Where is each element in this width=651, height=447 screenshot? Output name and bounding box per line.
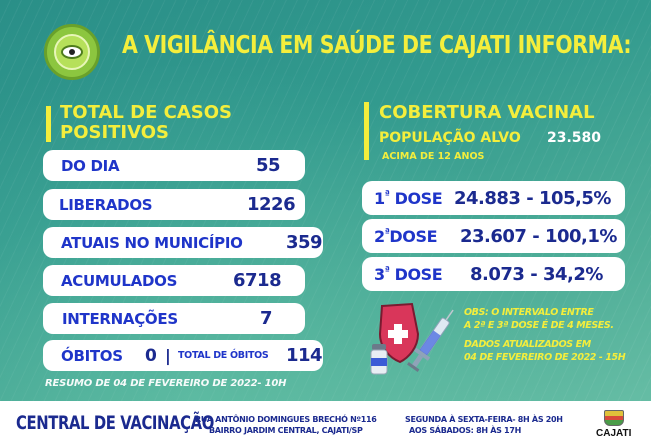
obitos-label: ÓBITOS xyxy=(61,346,123,365)
dose-row-1: 1ª DOSE 24.883 - 105,5% xyxy=(362,181,625,215)
population-value: 23.580 xyxy=(547,130,602,146)
footer-address: RUA ANTÔNIO DOMINGUES BRECHÓ Nº116 BAIRR… xyxy=(195,415,377,435)
page-title: A VIGILÂNCIA EM SAÚDE DE CAJATI INFORMA: xyxy=(122,30,632,59)
dose-row-2: 2ªDOSE 23.607 - 100,1% xyxy=(362,219,625,253)
obs-line1: OBS: O INTERVALO ENTRE xyxy=(464,307,594,318)
cases-row-value: 1226 xyxy=(247,194,296,215)
cases-row-internacoes: INTERNAÇÕES 7 xyxy=(43,303,305,334)
cases-row-label: ACUMULADOS xyxy=(61,271,178,290)
cases-row-value: 7 xyxy=(260,308,273,329)
resumo-text: RESUMO DE 04 DE FEVEREIRO DE 2022- 10H xyxy=(45,378,287,389)
vaccination-title: COBERTURA VACINAL xyxy=(379,102,595,123)
cases-row-value: 6718 xyxy=(233,270,282,291)
cases-row-label: ATUAIS NO MUNICÍPIO xyxy=(61,233,243,252)
cases-title-line1: TOTAL DE CASOS xyxy=(60,102,233,123)
obs-line2: A 2ª E 3ª DOSE É DE 4 MESES. xyxy=(464,320,614,331)
cases-row-label: LIBERADOS xyxy=(59,195,153,214)
cases-row-label: INTERNAÇÕES xyxy=(62,309,178,328)
vaccine-shield-syringe-icon xyxy=(370,302,454,375)
cases-row-liberados: LIBERADOS 1226 xyxy=(43,189,305,220)
vaccination-title-bar xyxy=(364,102,369,160)
cases-row-acumulados: ACUMULADOS 6718 xyxy=(43,265,305,296)
obitos-value: 0 xyxy=(145,345,157,366)
cases-row-value: 55 xyxy=(256,155,281,176)
dose-value: 23.607 - 100,1% xyxy=(460,225,617,247)
cajati-name: CAJATI xyxy=(596,428,632,439)
population-label: POPULAÇÃO ALVO xyxy=(379,130,521,146)
vigilancia-logo-icon xyxy=(44,24,100,80)
total-obitos-label: TOTAL DE ÓBITOS xyxy=(178,350,269,361)
dose-row-3: 3ª DOSE 8.073 - 34,2% xyxy=(362,257,625,291)
population-note: ACIMA DE 12 ANOS xyxy=(382,151,485,162)
total-obitos-value: 114 xyxy=(286,345,323,366)
cases-title-bar xyxy=(46,106,51,142)
dose-value: 8.073 - 34,2% xyxy=(470,263,603,285)
updated-line1: DADOS ATUALIZADOS EM xyxy=(464,339,591,350)
dose-value: 24.883 - 105,5% xyxy=(454,187,611,209)
updated-line2: 04 DE FEVEREIRO DE 2022 - 15H xyxy=(464,352,626,363)
central-vacinacao-title: CENTRAL DE VACINAÇÃO xyxy=(16,412,214,434)
cases-title-line2: POSITIVOS xyxy=(60,122,170,143)
footer: CENTRAL DE VACINAÇÃO RUA ANTÔNIO DOMINGU… xyxy=(0,401,651,447)
obitos-separator: | xyxy=(165,346,171,365)
dose-label: 1ª DOSE xyxy=(374,188,443,208)
cajati-crest-icon xyxy=(604,410,624,426)
dose-label: 2ªDOSE xyxy=(374,226,438,246)
footer-hours: SEGUNDA À SEXTA-FEIRA- 8H ÀS 20H AOS SÁB… xyxy=(405,415,563,435)
cases-row-value: 359 xyxy=(286,232,323,253)
cases-row-do-dia: DO DIA 55 xyxy=(43,150,305,181)
dose-label: 3ª DOSE xyxy=(374,264,443,284)
cases-row-label: DO DIA xyxy=(61,156,120,175)
cases-row-obitos: ÓBITOS 0 | TOTAL DE ÓBITOS 114 xyxy=(43,340,323,371)
cases-row-atuais: ATUAIS NO MUNICÍPIO 359 xyxy=(43,227,323,258)
